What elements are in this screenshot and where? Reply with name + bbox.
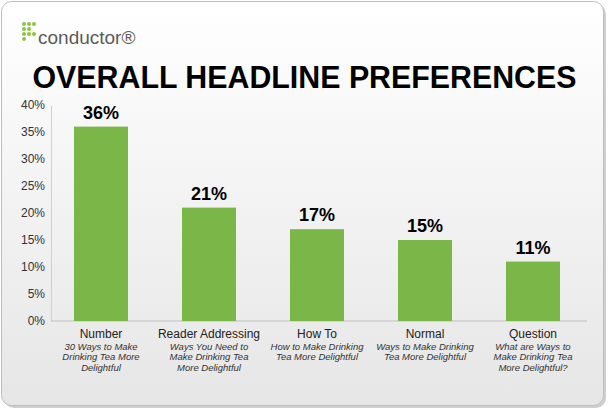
tick: 10% <box>21 260 51 274</box>
logo-dot <box>22 37 26 41</box>
category-example: 30 Ways to MakeDrinking Tea MoreDelightf… <box>62 341 139 373</box>
category-label: Normal <box>406 327 445 341</box>
tick-label: 0% <box>28 314 46 328</box>
category-example-line: Make Drinking Tea <box>494 351 573 362</box>
category-example-line: How to Make Drinking <box>271 341 365 352</box>
logo: conductor® <box>22 22 135 48</box>
data-label: 15% <box>407 216 443 236</box>
chart-container: conductor®OVERALL HEADLINE PREFERENCES0%… <box>0 0 609 411</box>
category-example: Ways to Make DrinkingTea More Delightful <box>376 341 474 362</box>
logo-dot <box>27 32 31 36</box>
tick: 25% <box>21 179 51 193</box>
category-label: Reader Addressing <box>158 327 260 341</box>
bar <box>74 127 128 321</box>
category-label: Number <box>80 327 123 341</box>
chart: conductor®OVERALL HEADLINE PREFERENCES0%… <box>0 0 609 411</box>
tick-label: 10% <box>21 260 45 274</box>
axis-line <box>51 106 52 322</box>
category-example-line: Drinking Tea More <box>62 351 139 362</box>
data-label: 21% <box>191 184 227 204</box>
title: OVERALL HEADLINE PREFERENCES <box>33 60 577 95</box>
logo-text: conductor® <box>38 27 135 48</box>
category-example-line: Ways You Need to <box>170 341 248 352</box>
tick: 5% <box>28 287 51 301</box>
tick: 40% <box>21 98 51 112</box>
tick: 0% <box>28 314 51 328</box>
data-label: 36% <box>83 103 119 123</box>
tick: 20% <box>21 206 51 220</box>
tick: 15% <box>21 233 51 247</box>
bar <box>290 229 344 321</box>
bar <box>506 262 560 321</box>
bar <box>182 208 236 321</box>
category-example-line: What are Ways to <box>495 341 570 352</box>
logo-dot <box>27 27 31 31</box>
tick-label: 35% <box>21 125 45 139</box>
bar <box>398 240 452 321</box>
y-axis: 0% 5% 10% 15% 20% 25% 30% 35% 40% <box>21 98 52 328</box>
category-example-line: Make Drinking Tea <box>170 351 249 362</box>
category-example-line: More Delightful <box>177 362 242 373</box>
tick: 35% <box>21 125 51 139</box>
category-example: Ways You Need toMake Drinking TeaMore De… <box>170 341 249 373</box>
tick-label: 5% <box>28 287 46 301</box>
logo-dot <box>27 22 31 26</box>
logo-dot <box>32 22 36 26</box>
data-label: 11% <box>515 238 550 258</box>
category-example-line: Ways to Make Drinking <box>376 341 474 352</box>
bars <box>74 127 560 321</box>
logo-dot <box>22 32 26 36</box>
category-example-line: More Delightful? <box>498 362 568 373</box>
category-example: How to Make DrinkingTea More Delightful <box>271 341 365 362</box>
tick: 30% <box>21 152 51 166</box>
tick-label: 20% <box>21 206 45 220</box>
category-example-line: Delightful <box>81 362 121 373</box>
category-example: What are Ways toMake Drinking TeaMore De… <box>494 341 573 373</box>
tick-label: 40% <box>21 98 45 112</box>
category-example-line: Tea More Delightful <box>276 351 359 362</box>
category-example-line: 30 Ways to Make <box>64 341 137 352</box>
logo-dot <box>32 32 36 36</box>
tick-label: 30% <box>21 152 45 166</box>
tick-label: 15% <box>21 233 45 247</box>
background <box>2 2 604 406</box>
logo-dot <box>22 22 26 26</box>
logo-dot <box>22 27 26 31</box>
category-label: How To <box>297 327 337 341</box>
category-label: Question <box>509 327 557 341</box>
category-example-line: Tea More Delightful <box>384 351 467 362</box>
data-label: 17% <box>299 205 335 225</box>
tick-label: 25% <box>21 179 45 193</box>
